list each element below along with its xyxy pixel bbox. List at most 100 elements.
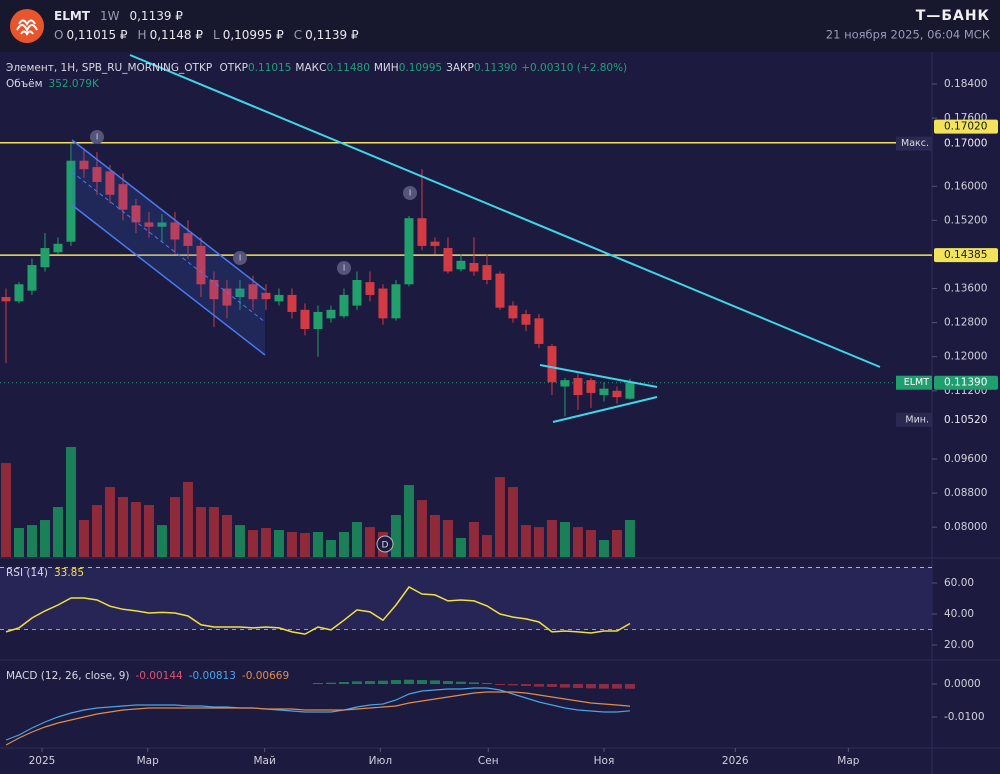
header-line: ELMT 1W 0,1139 ₽ xyxy=(54,9,183,23)
legend-key: ОТКР xyxy=(220,62,248,74)
ohlc-key: L xyxy=(213,28,220,42)
header-bar xyxy=(0,0,1000,52)
plot: 0.184000.176000.160000.152000.136000.128… xyxy=(0,78,998,767)
legend-change: +0.00310 (+2.80%) xyxy=(521,62,627,74)
y-tick-label: 0.09600 xyxy=(944,453,987,465)
histogram-bar xyxy=(403,679,414,685)
volume-bar xyxy=(299,533,310,557)
legend-value: 0.10995 xyxy=(399,62,442,74)
legend-key: МИН xyxy=(374,62,399,74)
volume-bar xyxy=(65,447,76,557)
volume-bar xyxy=(39,520,50,557)
candle-body xyxy=(144,222,154,227)
candle-body xyxy=(92,167,102,182)
level-value: 0.17020 xyxy=(944,121,987,133)
volume-bar xyxy=(143,504,154,557)
histogram-bar xyxy=(455,681,466,685)
candle-body xyxy=(417,218,427,246)
y-tick-label: 0.15200 xyxy=(944,214,987,226)
candle-body xyxy=(53,243,63,253)
histogram-bar xyxy=(377,680,388,685)
volume-bar xyxy=(338,531,349,557)
candle-body xyxy=(287,294,297,312)
candle-body xyxy=(66,160,76,242)
logo xyxy=(10,9,44,43)
histogram-bar xyxy=(364,681,375,685)
histogram-bar xyxy=(416,680,427,685)
candle-body xyxy=(131,205,141,223)
x-tick-label: Май xyxy=(254,755,276,767)
volume-bar xyxy=(91,504,102,557)
channel-lower xyxy=(71,204,266,356)
ohlc-key: C xyxy=(294,28,302,42)
rsi-title: RSI (14) xyxy=(6,567,48,579)
brand: Т—БАНК xyxy=(916,8,990,24)
min-marker-name: Мин. xyxy=(905,414,929,425)
x-tick-label: Ноя xyxy=(594,755,615,767)
macd-title: MACD (12, 26, close, 9) xyxy=(6,670,129,682)
ohlc-key: O xyxy=(54,28,63,42)
candle-body xyxy=(118,184,128,210)
volume-bar xyxy=(195,506,206,557)
y-tick-label: 20.00 xyxy=(944,639,974,651)
volume-title: Объём xyxy=(6,78,43,90)
signal-line xyxy=(5,691,631,746)
rsi-band xyxy=(0,567,932,630)
triangle-upper xyxy=(539,364,658,388)
volume-bar xyxy=(494,477,505,557)
histogram-bar xyxy=(442,681,453,685)
volume-bar xyxy=(286,531,297,557)
candle-body xyxy=(196,245,206,285)
candle-body xyxy=(586,380,596,393)
level-badge xyxy=(934,119,998,134)
volume-bar xyxy=(611,529,622,557)
event-marker xyxy=(376,535,394,553)
candle-body xyxy=(339,294,349,317)
y-tick-label: 0.12800 xyxy=(944,317,987,329)
histogram-bar xyxy=(559,684,570,688)
macd-line xyxy=(5,687,631,741)
volume-bar xyxy=(429,514,440,557)
y-tick-label: 60.00 xyxy=(944,577,974,589)
candle-body xyxy=(170,222,180,240)
volume-bar xyxy=(585,529,596,557)
volume-bar xyxy=(26,525,37,557)
volume-bar xyxy=(104,487,115,557)
candle-body xyxy=(495,273,505,308)
volume-bar xyxy=(572,527,583,557)
volume-bar xyxy=(78,520,89,557)
volume-bar xyxy=(624,520,635,557)
last-marker-badge xyxy=(934,375,998,390)
candle-body xyxy=(534,318,544,344)
volume-bar xyxy=(208,506,219,557)
event-marker xyxy=(403,186,417,200)
candle-body xyxy=(261,292,271,300)
histogram-bar xyxy=(624,684,635,689)
legend-value: 0.11015 xyxy=(248,62,291,74)
y-tick-label: 0.18400 xyxy=(944,78,987,90)
histogram-bar xyxy=(520,684,531,686)
min-marker-value: 0.10520 xyxy=(944,414,987,426)
candle-body xyxy=(326,309,336,319)
y-tick-label: 0.08000 xyxy=(944,521,987,533)
x-tick-label: Сен xyxy=(478,755,499,767)
histogram-bar xyxy=(494,684,505,686)
histogram-bar xyxy=(351,681,362,685)
candle-body xyxy=(560,380,570,387)
y-tick-label: 0.08800 xyxy=(944,487,987,499)
candle-body xyxy=(508,305,518,319)
datetime: 21 ноября 2025, 06:04 МСК xyxy=(826,28,990,42)
x-tick-label: 2025 xyxy=(29,755,56,767)
x-tick-label: Мар xyxy=(837,755,859,767)
event-marker-label: D xyxy=(382,541,389,551)
ohlc-value: 0,10995 ₽ xyxy=(223,28,284,42)
candle-body xyxy=(625,382,635,399)
x-tick-label: Мар xyxy=(137,755,159,767)
legend-key: МАКС xyxy=(295,62,326,74)
candle-body xyxy=(313,311,323,330)
candle-body xyxy=(274,294,284,302)
candle-body xyxy=(599,388,609,396)
y-tick-label: 0.13600 xyxy=(944,283,987,295)
